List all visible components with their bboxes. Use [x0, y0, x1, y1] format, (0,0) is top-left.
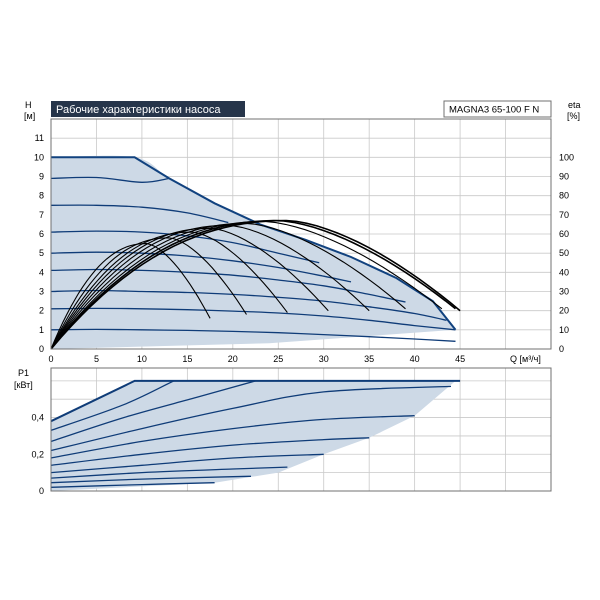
model-label-box: [443, 100, 552, 118]
power-tick-label: 0: [39, 486, 44, 496]
flow-tick-label: 10: [137, 354, 147, 364]
flow-tick-label: 30: [319, 354, 329, 364]
head-tick-label: 5: [39, 248, 44, 258]
flow-axis-ticks: 0 5 10 15 20 25 30 35 40 45: [48, 354, 465, 364]
flow-tick-label: 40: [410, 354, 420, 364]
power-curves: [50, 379, 461, 488]
flow-tick-label: 25: [273, 354, 283, 364]
head-tick-label: 10: [34, 152, 44, 162]
max-curve-outline: [51, 156, 457, 331]
flow-axis-label: Q [м³/ч]: [510, 354, 541, 364]
head-curve-7: [50, 289, 447, 321]
eta-curve-1: [50, 243, 211, 350]
eta-tick-label: 0: [559, 344, 564, 354]
head-axis-ticks: 0 1 2 3 4 5 6 7 8 9 10 11: [34, 133, 44, 354]
power-axis-label: P1: [18, 368, 29, 378]
head-tick-label: 1: [39, 325, 44, 335]
power-curve-1: [50, 379, 461, 423]
power-curve-7: [50, 453, 324, 474]
flow-tick-label: 20: [228, 354, 238, 364]
head-tick-label: 6: [39, 229, 44, 239]
eta-tick-label: 80: [559, 191, 569, 201]
power-tick-label: 0,2: [31, 449, 44, 459]
eta-tick-label: 60: [559, 229, 569, 239]
eta-tick-label: 70: [559, 210, 569, 220]
eta-axis-ticks: 0 10 20 30 40 50 60 70 80 90 100: [559, 152, 574, 354]
head-curve-3: [50, 204, 229, 224]
head-tick-label: 11: [35, 133, 44, 143]
power-curve-6: [50, 437, 370, 466]
head-tick-label: 4: [39, 267, 44, 277]
power-curve-4: [50, 385, 452, 452]
chart-title-background: [51, 101, 245, 117]
flow-tick-label: 35: [364, 354, 374, 364]
head-curve-4: [50, 230, 320, 264]
power-chart: 0 0,2 0,4 P1 [кВт]: [14, 367, 552, 496]
head-tick-label: 8: [39, 191, 44, 201]
power-curve-9: [50, 475, 252, 484]
eta-tick-label: 90: [559, 172, 569, 182]
power-curve-3: [50, 380, 256, 443]
eta-tick-label: 20: [559, 306, 569, 316]
eta-tick-label: 100: [559, 152, 574, 162]
power-range-fill: [51, 380, 461, 491]
eta-axis-unit: [%]: [567, 111, 580, 121]
eta-axis-label: eta: [568, 100, 581, 110]
head-curve-5: [50, 251, 352, 283]
power-axis-unit: [кВт]: [14, 380, 33, 390]
eta-tick-label: 10: [559, 325, 569, 335]
head-curve-8: [50, 307, 456, 331]
flow-tick-label: 45: [455, 354, 465, 364]
power-axis-ticks: 0 0,2 0,4: [31, 413, 44, 496]
head-curve-2: [50, 176, 170, 183]
head-tick-label: 0: [39, 344, 44, 354]
head-curve-6: [50, 268, 406, 303]
power-chart-fill: [51, 380, 461, 491]
head-curves: [50, 156, 457, 342]
head-tick-label: 3: [39, 287, 44, 297]
power-curve-2: [50, 380, 174, 432]
power-curve-10: [50, 482, 215, 488]
head-tick-label: 9: [39, 172, 44, 182]
flow-tick-label: 15: [182, 354, 192, 364]
head-curve-9: [50, 328, 456, 342]
flow-tick-label: 5: [94, 354, 99, 364]
power-chart-frame: [50, 367, 552, 492]
eta-tick-label: 50: [559, 248, 569, 258]
head-tick-label: 7: [39, 210, 44, 220]
power-tick-label: 0,4: [31, 413, 44, 423]
head-chart-frame: [50, 118, 552, 350]
power-curve-5: [50, 415, 415, 459]
power-curve-8: [50, 466, 288, 479]
head-axis-label: H: [25, 100, 32, 110]
eta-curve-9: [50, 219, 461, 350]
efficiency-curves: [50, 219, 461, 350]
head-axis-unit: [м]: [24, 111, 35, 121]
flow-tick-label: 0: [48, 354, 53, 364]
eta-curve-2: [50, 237, 247, 350]
operating-range-fill: [51, 155, 456, 349]
eta-tick-label: 40: [559, 267, 569, 277]
eta-tick-label: 30: [559, 287, 569, 297]
head-chart-fill: [51, 155, 456, 349]
chart-title: Рабочие характеристики насоса: [56, 104, 221, 116]
model-label: MAGNA3 65-100 F N: [449, 105, 539, 116]
head-tick-label: 2: [39, 306, 44, 316]
